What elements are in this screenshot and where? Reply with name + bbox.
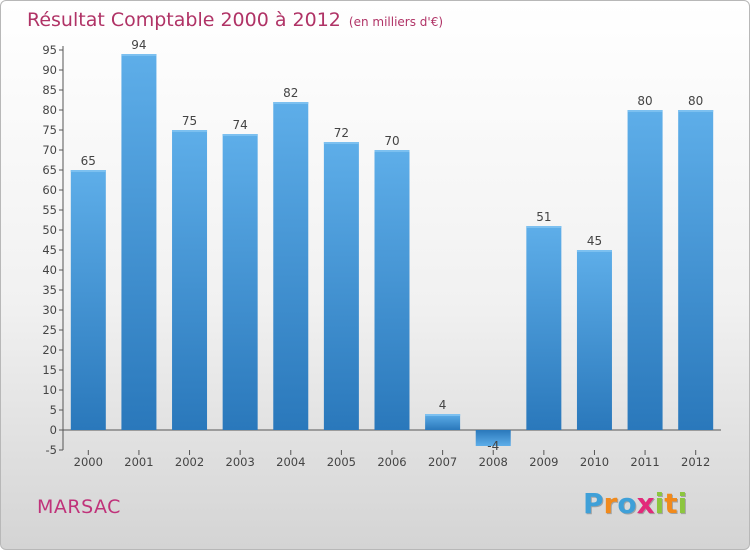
data-label-2001: 94 <box>131 38 146 52</box>
chart-title-main: Résultat Comptable 2000 à 2012 <box>27 9 341 31</box>
data-label-2005: 72 <box>334 126 349 140</box>
y-tick-label: 25 <box>42 323 57 337</box>
brand-logo-letter: t <box>664 487 678 520</box>
y-tick-label: 55 <box>42 203 57 217</box>
x-tick-label: 2011 <box>630 455 659 469</box>
data-label-2012: 80 <box>688 94 703 108</box>
y-tick-label: 45 <box>42 243 57 257</box>
y-tick-label: 40 <box>42 263 57 277</box>
y-tick-label: 15 <box>42 363 57 377</box>
x-tick-label: 2012 <box>681 455 710 469</box>
bar-highlight <box>273 102 309 104</box>
brand-logo-letter: o <box>617 487 637 520</box>
bar-2012 <box>678 110 714 430</box>
y-tick-label: 50 <box>42 223 57 237</box>
y-tick-label: 95 <box>42 43 57 57</box>
brand-logo-letter: r <box>603 487 618 520</box>
y-tick-label: 5 <box>50 403 57 417</box>
y-tick-label: 80 <box>42 103 57 117</box>
x-tick-label: 2001 <box>124 455 153 469</box>
bar-highlight <box>172 130 208 132</box>
x-tick-label: 2009 <box>529 455 558 469</box>
y-tick-label: 30 <box>42 303 57 317</box>
bar-2009 <box>526 226 562 430</box>
chart-title: Résultat Comptable 2000 à 2012 (en millie… <box>27 9 443 31</box>
y-tick-label: 85 <box>42 83 57 97</box>
data-label-2009: 51 <box>536 210 551 224</box>
y-tick-label: 90 <box>42 63 57 77</box>
y-tick-label: 10 <box>42 383 57 397</box>
bar-2006 <box>374 150 410 430</box>
bar-2011 <box>627 110 663 430</box>
bar-highlight <box>222 134 258 136</box>
x-tick-label: 2008 <box>479 455 508 469</box>
data-label-2006: 70 <box>384 134 399 148</box>
y-tick-label: -5 <box>46 443 57 457</box>
bar-highlight <box>678 110 714 112</box>
x-tick-label: 2002 <box>175 455 204 469</box>
bar-2001 <box>121 54 157 430</box>
bar-highlight <box>627 110 663 112</box>
bar-2005 <box>323 142 359 430</box>
y-tick-label: 35 <box>42 283 57 297</box>
data-label-2000: 65 <box>81 154 96 168</box>
place-name: MARSAC <box>37 496 121 518</box>
brand-logo-letter: P <box>583 487 604 520</box>
brand-logo-letter: i <box>677 487 688 520</box>
data-label-2010: 45 <box>587 234 602 248</box>
bar-2003 <box>222 134 258 430</box>
x-tick-label: 2007 <box>428 455 457 469</box>
bar-highlight <box>323 142 359 144</box>
x-tick-label: 2000 <box>74 455 103 469</box>
bar-highlight <box>121 54 157 56</box>
brand-logo: Proxiti <box>583 487 687 520</box>
x-tick-label: 2004 <box>276 455 305 469</box>
bar-2007 <box>425 414 461 430</box>
data-label-2011: 80 <box>637 94 652 108</box>
brand-logo-letter: x <box>636 487 655 520</box>
y-tick-label: 75 <box>42 123 57 137</box>
y-tick-label: 70 <box>42 143 57 157</box>
brand-logo-letter: i <box>654 487 665 520</box>
data-label-2008: -4 <box>487 439 499 453</box>
bar-2008 <box>475 430 511 446</box>
y-tick-label: 65 <box>42 163 57 177</box>
chart-title-unit: (en milliers d'€) <box>348 15 444 29</box>
data-label-2003: 74 <box>233 118 248 132</box>
data-label-2004: 82 <box>283 86 298 100</box>
y-tick-label: 60 <box>42 183 57 197</box>
bar-highlight <box>70 170 106 172</box>
bar-highlight <box>425 414 461 416</box>
bar-2004 <box>273 102 309 430</box>
x-tick-label: 2010 <box>580 455 609 469</box>
bar-highlight <box>576 250 612 252</box>
x-tick-label: 2005 <box>327 455 356 469</box>
bar-2010 <box>576 250 612 430</box>
bar-highlight <box>526 226 562 228</box>
x-tick-label: 2003 <box>226 455 255 469</box>
y-tick-label: 20 <box>42 343 57 357</box>
data-label-2002: 75 <box>182 114 197 128</box>
bar-2002 <box>172 130 208 430</box>
y-tick-label: 0 <box>50 423 57 437</box>
x-tick-label: 2006 <box>377 455 406 469</box>
bar-highlight <box>374 150 410 152</box>
data-label-2007: 4 <box>439 398 447 412</box>
bar-2000 <box>70 170 106 430</box>
